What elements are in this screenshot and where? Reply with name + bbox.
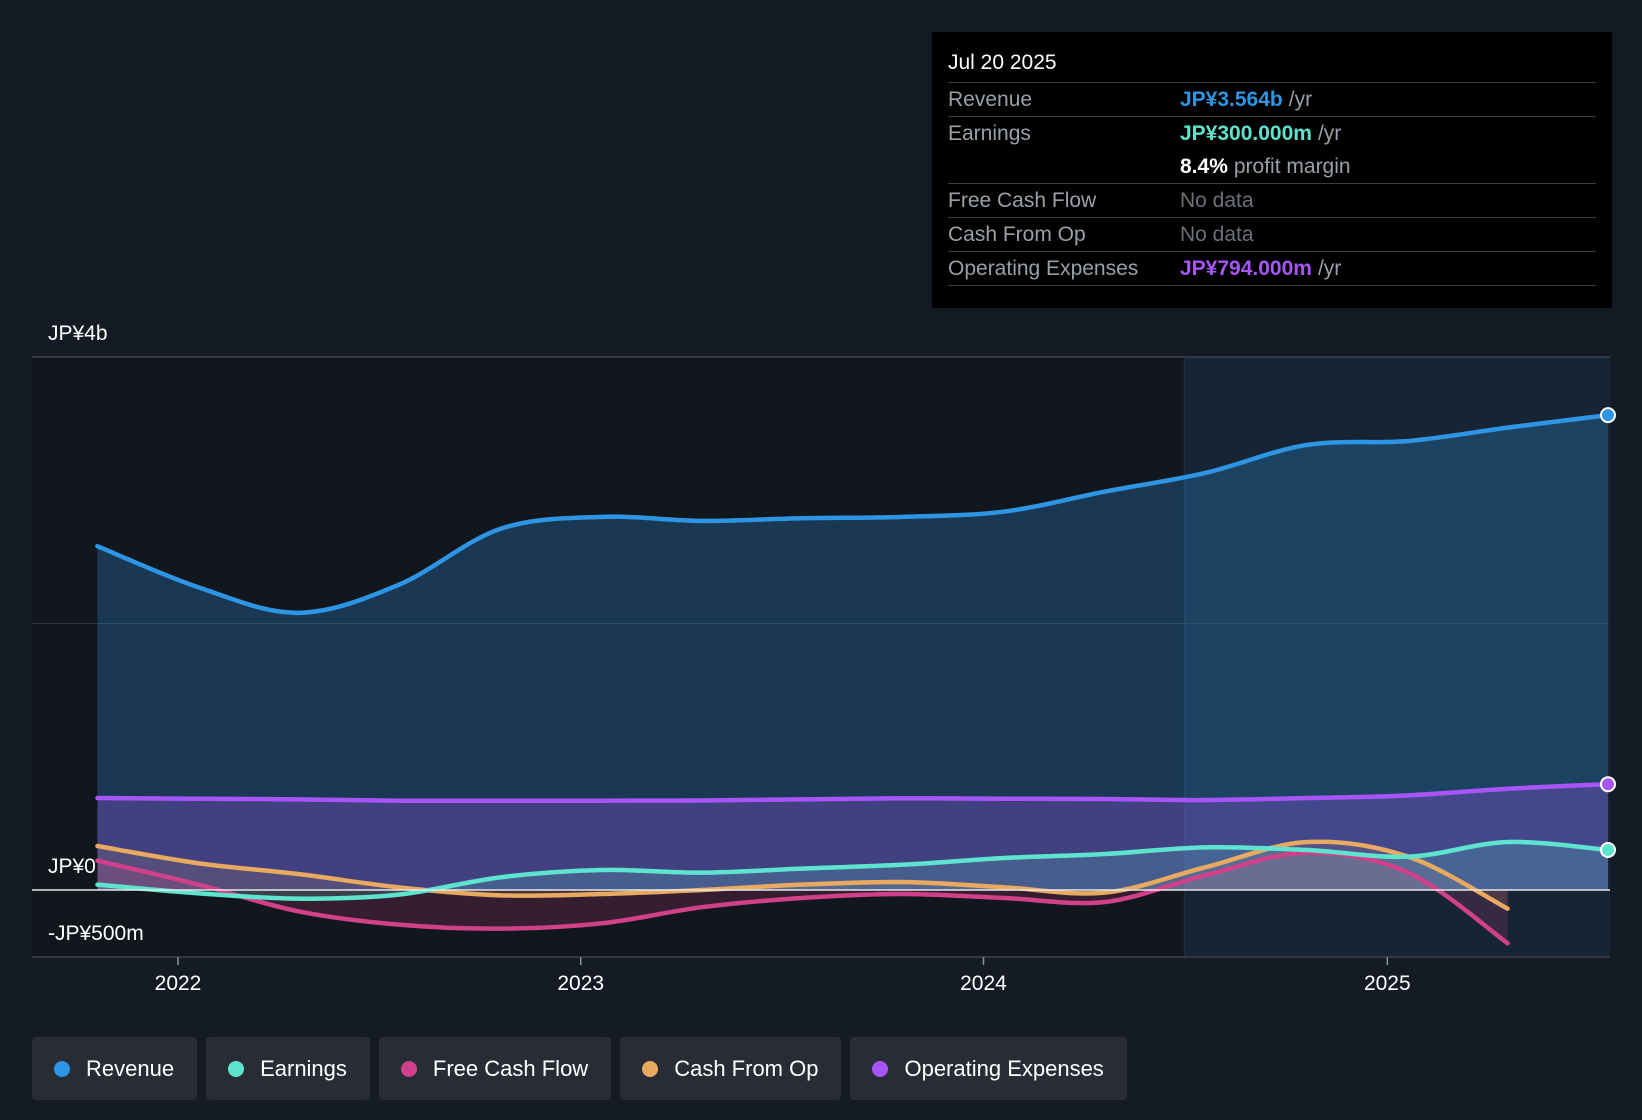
legend-label: Free Cash Flow	[432, 1055, 589, 1081]
line-operating-expenses	[95, 781, 1611, 804]
x-tick-label: 2023	[557, 972, 604, 995]
free-cash-flow-dot-icon	[400, 1060, 417, 1077]
line-earnings	[95, 839, 1611, 901]
y-tick-label: -JP¥500m	[48, 922, 144, 945]
legend-label: Operating Expenses	[904, 1055, 1104, 1081]
legend-item-earnings[interactable]: Earnings	[206, 1037, 370, 1100]
legend-item-cash-from-op[interactable]: Cash From Op	[620, 1037, 842, 1100]
point-operating-expenses	[1600, 776, 1616, 793]
legend-label: Earnings	[260, 1055, 347, 1081]
x-tick-label: 2024	[960, 972, 1007, 995]
x-tick-label: 2025	[1364, 972, 1411, 995]
area-earnings	[97, 841, 1609, 899]
legend-label: Revenue	[86, 1055, 175, 1081]
tooltip-label: Revenue	[948, 88, 1033, 111]
tooltip-row-opex: Operating Expenses JP¥794.000m/yr	[948, 252, 1596, 286]
line-cash-from-op	[95, 839, 1510, 911]
earnings-dot-icon	[228, 1060, 245, 1077]
legend: Revenue Earnings Free Cash Flow Cash Fro…	[32, 1037, 1127, 1100]
tooltip-value: JP¥300.000m	[1180, 122, 1312, 145]
tooltip-row-cfo: Cash From Op No data	[948, 218, 1596, 252]
chart-canvas: JP¥4b JP¥0 -JP¥500m 2022 2023 2024 2025	[32, 322, 1616, 995]
tooltip-row-fcf: Free Cash Flow No data	[948, 184, 1596, 218]
tooltip-value: No data	[1180, 189, 1254, 212]
point-earnings	[1600, 842, 1616, 859]
tooltip-value: 8.4%	[1180, 155, 1228, 178]
area-operating-expenses	[97, 784, 1609, 890]
tooltip-value: JP¥3.564b	[1180, 88, 1283, 111]
line-revenue	[95, 412, 1611, 616]
area-revenue	[97, 415, 1609, 890]
tooltip-row-earnings: Earnings JP¥300.000m/yr	[948, 117, 1596, 150]
tooltip-label: Earnings	[948, 122, 1031, 145]
tooltip-unit: /yr	[1317, 122, 1342, 145]
cash-from-op-dot-icon	[642, 1060, 659, 1077]
legend-label: Cash From Op	[674, 1055, 819, 1081]
tooltip-unit: profit margin	[1233, 155, 1351, 178]
tooltip-label	[948, 150, 1180, 183]
point-revenue	[1600, 407, 1616, 424]
area-free-cash-flow	[97, 852, 1508, 944]
x-tick-label: 2022	[155, 972, 202, 995]
operating-expenses-dot-icon	[872, 1060, 889, 1077]
line-free-cash-flow	[95, 850, 1510, 946]
revenue-dot-icon	[54, 1060, 70, 1077]
tooltip-unit: /yr	[1288, 88, 1313, 111]
y-tick-label: JP¥4b	[48, 322, 108, 345]
tooltip-value: JP¥794.000m	[1180, 257, 1312, 280]
tooltip-label: Operating Expenses	[948, 257, 1139, 280]
tooltip-date: Jul 20 2025	[948, 48, 1596, 83]
legend-item-operating-expenses[interactable]: Operating Expenses	[850, 1037, 1127, 1100]
tooltip-unit: /yr	[1317, 257, 1342, 280]
tooltip-row-margin: 8.4% profit margin	[948, 150, 1596, 184]
tooltip-label: Free Cash Flow	[948, 189, 1097, 212]
y-tick-label: JP¥0	[48, 855, 96, 878]
tooltip-label: Cash From Op	[948, 223, 1086, 246]
legend-item-revenue[interactable]: Revenue	[32, 1037, 198, 1100]
hover-tooltip: Jul 20 2025 Revenue JP¥3.564b/yr Earning…	[932, 32, 1612, 308]
tooltip-value: No data	[1180, 223, 1254, 246]
tooltip-row-revenue: Revenue JP¥3.564b/yr	[948, 83, 1596, 117]
legend-item-free-cash-flow[interactable]: Free Cash Flow	[378, 1037, 612, 1100]
